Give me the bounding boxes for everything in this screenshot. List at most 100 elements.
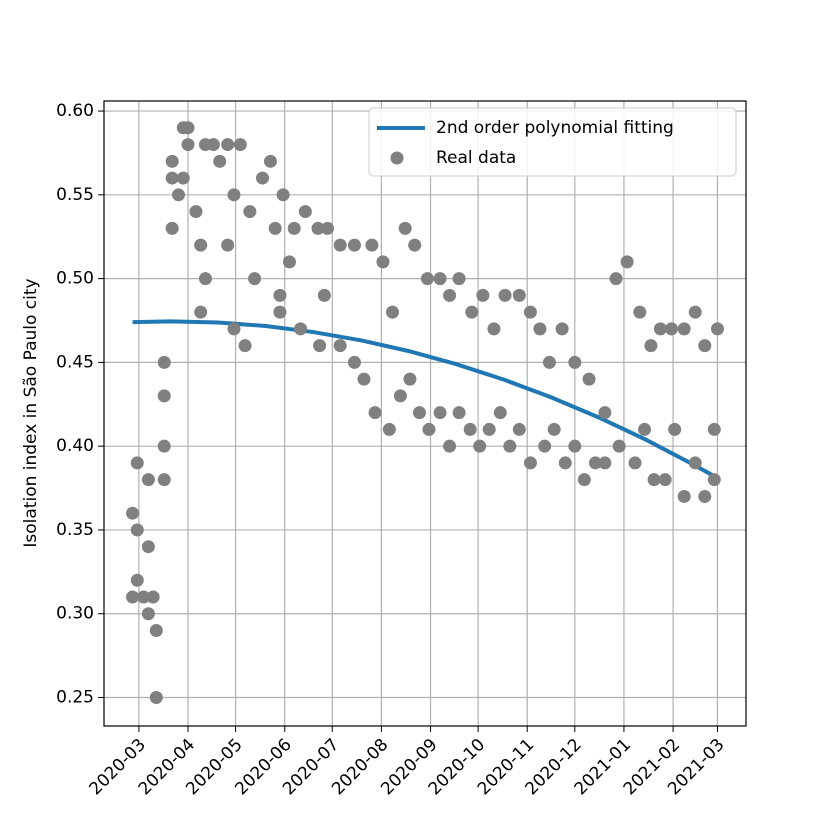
data-point: [233, 138, 247, 152]
data-point: [668, 422, 682, 436]
data-point: [598, 456, 612, 470]
y-tick-label: 0.50: [56, 269, 94, 289]
legend-label: 2nd order polynomial fitting: [436, 118, 674, 138]
data-point: [273, 305, 287, 319]
y-tick-label: 0.45: [56, 352, 94, 372]
data-point: [443, 439, 457, 453]
data-point: [157, 473, 171, 487]
data-point: [263, 154, 277, 168]
data-point: [268, 221, 282, 235]
data-point: [287, 221, 301, 235]
y-tick-label: 0.60: [56, 101, 94, 121]
data-point: [146, 590, 160, 604]
data-point: [698, 489, 712, 503]
data-point: [658, 473, 672, 487]
data-point: [157, 355, 171, 369]
data-point: [647, 473, 661, 487]
data-point: [126, 506, 140, 520]
data-point: [213, 154, 227, 168]
data-point: [126, 590, 140, 604]
legend-swatch: [390, 151, 404, 165]
data-point: [176, 171, 190, 185]
data-point: [347, 355, 361, 369]
legend-box: [368, 107, 737, 177]
data-point: [512, 288, 526, 302]
data-point: [194, 305, 208, 319]
data-point: [393, 389, 407, 403]
data-point: [382, 422, 396, 436]
data-point: [620, 255, 634, 269]
data-point: [221, 138, 235, 152]
data-point: [609, 272, 623, 286]
y-axis-label: Isolation index in São Paulo city: [21, 278, 41, 547]
data-point: [542, 355, 556, 369]
data-point: [688, 305, 702, 319]
data-point: [638, 422, 652, 436]
data-point: [664, 322, 678, 336]
data-point: [243, 205, 257, 219]
data-point: [333, 238, 347, 252]
data-point: [333, 339, 347, 353]
data-point: [577, 473, 591, 487]
data-point: [311, 221, 325, 235]
y-tick-label: 0.40: [56, 436, 94, 456]
data-point: [294, 322, 308, 336]
data-point: [141, 607, 155, 621]
fit-line: [132, 319, 719, 480]
data-point: [157, 389, 171, 403]
data-point: [633, 305, 647, 319]
data-point: [403, 372, 417, 386]
data-point: [313, 339, 327, 353]
data-point: [707, 422, 721, 436]
data-point: [130, 456, 144, 470]
data-point: [710, 322, 724, 336]
y-tick-label: 0.30: [56, 604, 94, 624]
data-point: [194, 238, 208, 252]
data-point: [498, 288, 512, 302]
data-point: [238, 339, 252, 353]
data-point: [256, 171, 270, 185]
data-point: [452, 406, 466, 420]
data-point: [368, 406, 382, 420]
data-point: [149, 623, 163, 637]
data-point: [677, 322, 691, 336]
data-point: [165, 154, 179, 168]
data-point: [149, 691, 163, 705]
data-point: [707, 473, 721, 487]
data-point: [248, 272, 262, 286]
data-point: [365, 238, 379, 252]
data-point: [568, 439, 582, 453]
data-point: [165, 221, 179, 235]
data-point: [473, 439, 487, 453]
data-point: [523, 456, 537, 470]
data-point: [688, 456, 702, 470]
data-point: [612, 439, 626, 453]
data-point: [181, 121, 195, 135]
y-tick-label: 0.35: [56, 520, 94, 540]
data-point: [317, 288, 331, 302]
data-point: [677, 489, 691, 503]
data-point: [698, 339, 712, 353]
data-point: [276, 188, 290, 202]
data-point: [653, 322, 667, 336]
y-tick-label: 0.55: [56, 185, 94, 205]
data-point: [181, 138, 195, 152]
data-point: [398, 221, 412, 235]
data-point: [141, 540, 155, 554]
data-point: [282, 255, 296, 269]
data-point: [493, 406, 507, 420]
data-point: [206, 138, 220, 152]
data-point: [628, 456, 642, 470]
data-point: [422, 422, 436, 436]
data-point: [598, 406, 612, 420]
data-point: [582, 372, 596, 386]
data-point: [376, 255, 390, 269]
data-point: [420, 272, 434, 286]
data-point: [487, 322, 501, 336]
data-point: [443, 288, 457, 302]
data-point: [568, 355, 582, 369]
data-point: [221, 238, 235, 252]
data-point: [298, 205, 312, 219]
data-point: [130, 523, 144, 537]
data-point: [386, 305, 400, 319]
